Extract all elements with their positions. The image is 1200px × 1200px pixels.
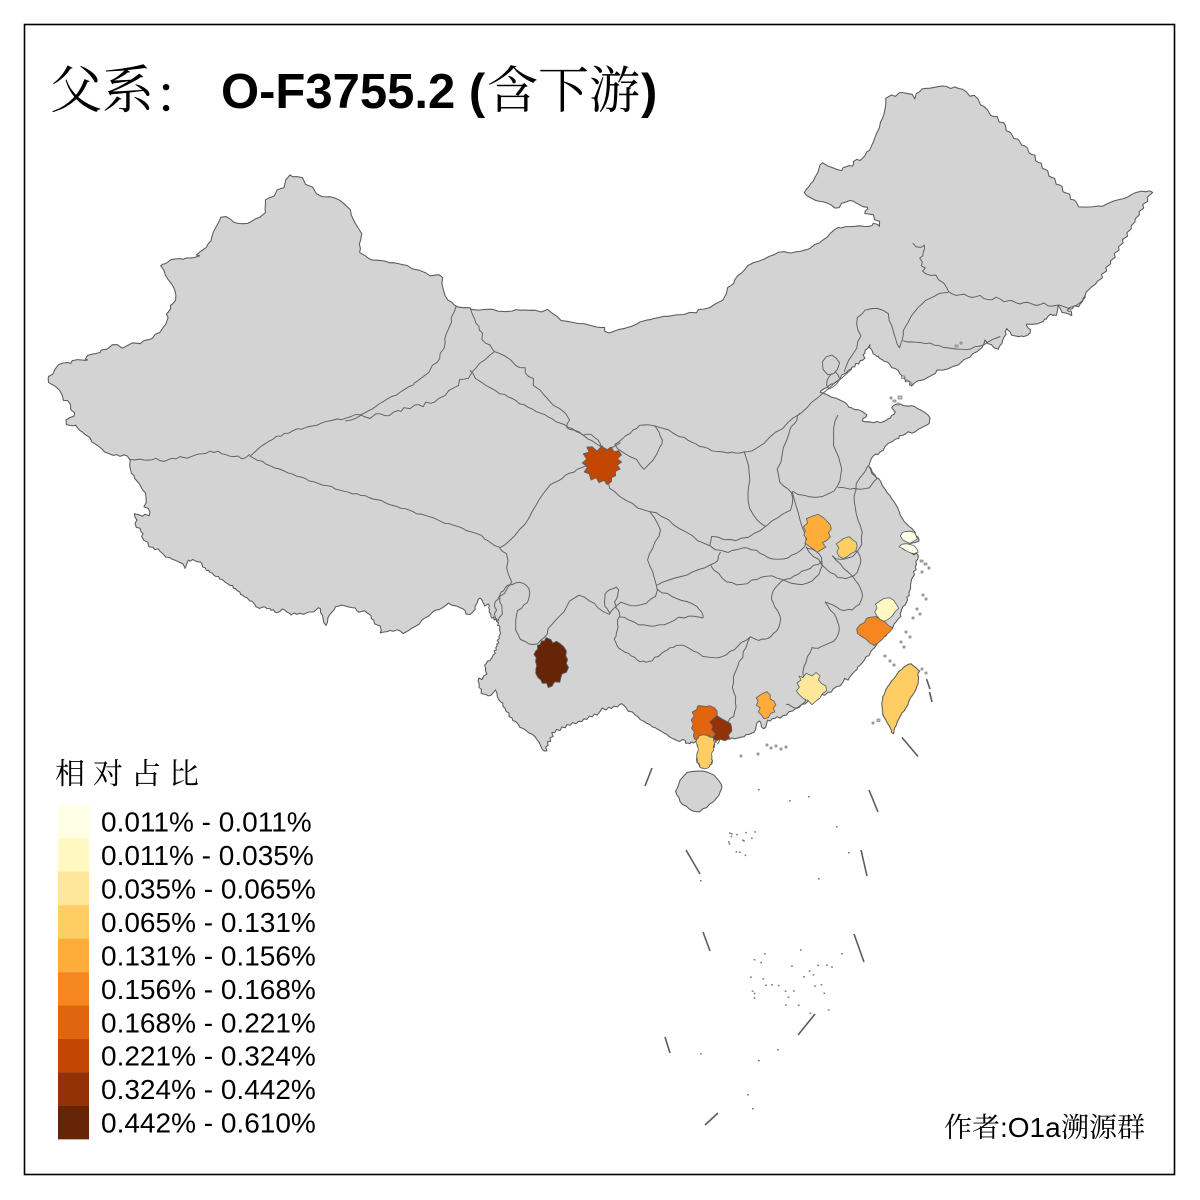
svg-text:0.168% - 0.221%: 0.168% - 0.221%: [101, 1007, 316, 1038]
svg-text:0.011% - 0.035%: 0.011% - 0.035%: [101, 840, 314, 871]
svg-text:0.156% - 0.168%: 0.156% - 0.168%: [101, 974, 316, 1005]
svg-text:0.131% - 0.156%: 0.131% - 0.156%: [101, 940, 316, 971]
svg-text:0.065% - 0.131%: 0.065% - 0.131%: [101, 907, 316, 938]
svg-text::O1a: :O1a: [1000, 1112, 1061, 1143]
svg-text:0.442% - 0.610%: 0.442% - 0.610%: [101, 1108, 316, 1139]
svg-text:0.324% - 0.442%: 0.324% - 0.442%: [101, 1074, 316, 1105]
svg-text:): ): [641, 65, 657, 119]
svg-text:O-F3755.2 (: O-F3755.2 (: [221, 65, 486, 119]
svg-text:0.035% - 0.065%: 0.035% - 0.065%: [101, 873, 316, 904]
svg-text:0.221% - 0.324%: 0.221% - 0.324%: [101, 1041, 316, 1072]
svg-text:0.011% - 0.011%: 0.011% - 0.011%: [101, 806, 312, 837]
